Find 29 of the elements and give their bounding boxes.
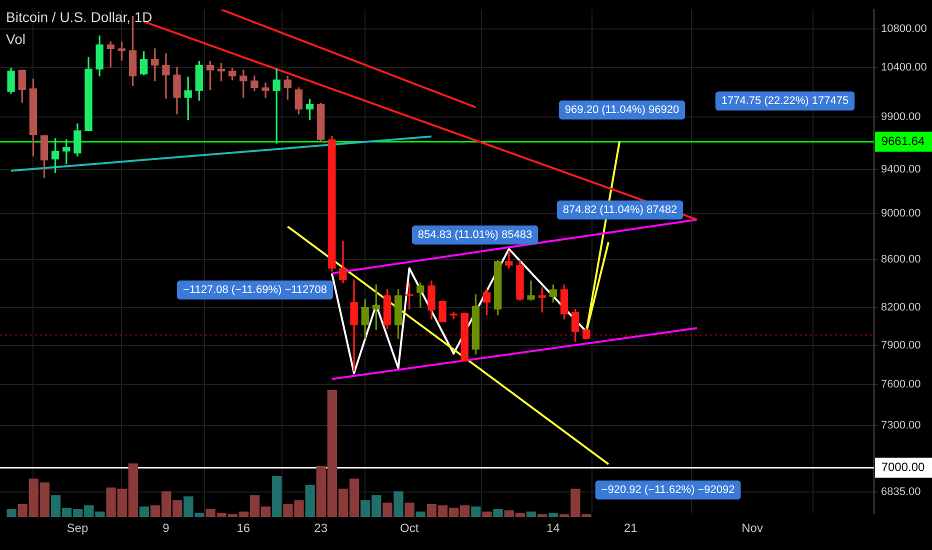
x-tick-label: 9 <box>162 521 170 536</box>
y-tick-label: 10400.00 <box>881 61 927 74</box>
annotation: 1774.75 (22.22%) 177475 <box>721 95 849 108</box>
annotation: 969.20 (11.04%) 96920 <box>564 104 680 116</box>
x-tick-label: Oct <box>400 521 420 536</box>
y-tick-label: 6835.00 <box>881 486 921 498</box>
y-tick-label: 7600.00 <box>881 378 921 391</box>
text: Vol <box>6 31 26 47</box>
x-tick-label: 23 <box>314 521 328 536</box>
y-tick-label: 10800.00 <box>881 23 927 36</box>
annotation: −1127.08 (−11.69%) −112708 <box>182 284 328 296</box>
y-tick-label: 9400.00 <box>881 164 921 176</box>
ref-line-label: 9661.64 <box>881 134 926 148</box>
annotation: −920.92 (−11.62%) −92092 <box>601 484 735 496</box>
x-tick-label: 21 <box>624 521 638 536</box>
x-tick-label: Nov <box>742 521 763 536</box>
annotation: 854.83 (11.01%) 85483 <box>418 229 532 242</box>
y-tick-label: 9000.00 <box>881 208 921 220</box>
chart-title: Bitcoin / U.S. Dollar, 1D <box>6 9 152 25</box>
x-tick-label: Sep <box>66 521 88 536</box>
ref-line-label: 7000.00 <box>881 460 926 474</box>
y-tick-label: 7300.00 <box>881 419 921 432</box>
y-tick-label: 7900.00 <box>881 339 921 352</box>
y-tick-label: 9900.00 <box>881 111 921 124</box>
y-tick-label: 8600.00 <box>881 254 921 266</box>
annotation: 874.82 (11.04%) 87482 <box>562 204 678 216</box>
x-tick-label: 16 <box>236 521 250 536</box>
x-tick-label: 14 <box>546 521 560 536</box>
y-tick-label: 8200.00 <box>881 302 921 314</box>
